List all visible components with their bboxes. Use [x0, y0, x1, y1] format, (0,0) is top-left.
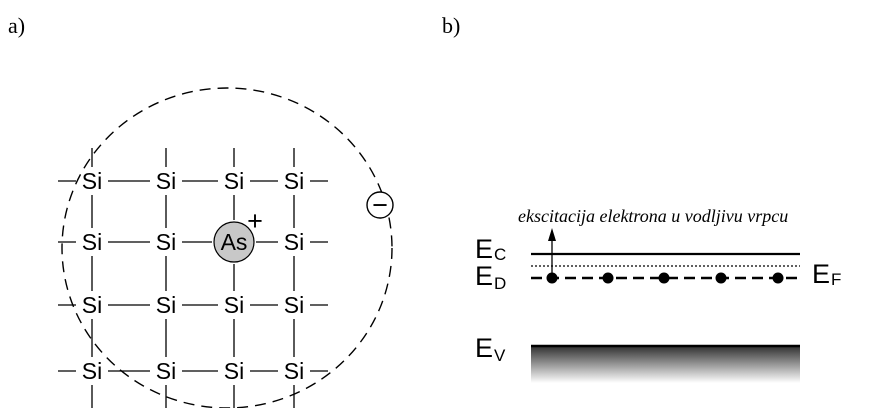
dopant-atom-circle [213, 221, 255, 263]
si-atom-label: Si [156, 168, 176, 194]
donor-electron [658, 272, 670, 284]
svg-text:E: E [812, 259, 830, 289]
si-atom-label: Si [284, 358, 304, 384]
svg-text:E: E [475, 234, 493, 264]
svg-text:C: C [494, 245, 506, 264]
si-atom-label: Si [224, 358, 244, 384]
excitation-arrow [548, 228, 556, 276]
label-conduction: E C [475, 234, 506, 264]
si-atom-label: Si [224, 168, 244, 194]
donor-electron [602, 272, 614, 284]
si-atom-label: Si [156, 358, 176, 384]
valence-band-gradient [531, 345, 800, 383]
electron-charge: − [372, 190, 388, 220]
svg-text:F: F [831, 270, 841, 289]
label-donor: E D [475, 261, 506, 293]
electron-orbit [61, 87, 393, 408]
donor-electron [546, 272, 558, 284]
si-atom-label: Si [284, 229, 304, 255]
si-atom-label: Si [82, 292, 102, 318]
si-atom-label: Si [224, 292, 244, 318]
si-atom-label: Si [284, 292, 304, 318]
si-atom-label: Si [156, 229, 176, 255]
panel-a-label: a) [8, 13, 25, 38]
donor-electron [772, 272, 784, 284]
svg-text:E: E [475, 333, 493, 363]
svg-text:D: D [494, 274, 506, 293]
si-atom-label: Si [82, 168, 102, 194]
si-atom-label: Si [82, 358, 102, 384]
dopant-atom-label: As [221, 229, 248, 255]
label-fermi: E F [812, 259, 841, 289]
electron-circle [366, 191, 394, 219]
svg-text:E: E [475, 261, 493, 291]
free-electron: − [366, 190, 394, 220]
label-valence: E V [475, 333, 506, 365]
donor-electron [715, 272, 727, 284]
dopant-charge: + [247, 206, 263, 236]
donor-electrons [546, 272, 784, 284]
excitation-annotation: ekscitacija elektrona u vodljivu vrpcu [518, 206, 788, 226]
panel-b-label: b) [442, 13, 460, 38]
si-atom-label: Si [284, 168, 304, 194]
svg-text:V: V [494, 346, 506, 365]
si-atom-label: Si [156, 292, 176, 318]
si-atom-label: Si [82, 229, 102, 255]
